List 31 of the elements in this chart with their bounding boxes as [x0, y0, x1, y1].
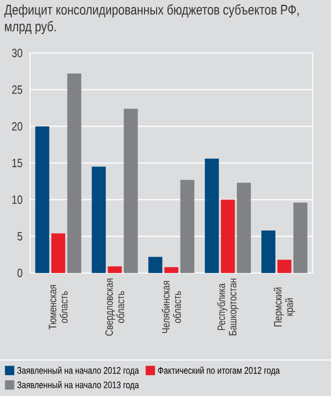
bar: [236, 182, 251, 273]
y-tick-label: 20: [12, 122, 22, 131]
legend-label: Фактический по итогам 2012 года: [158, 366, 280, 376]
bar: [277, 260, 292, 273]
bar: [35, 126, 50, 273]
bar: [67, 74, 82, 273]
bar: [124, 108, 138, 273]
bar: [220, 200, 235, 273]
legend-label: Заявленный на начало 2013 года: [17, 381, 139, 390]
bar: [51, 233, 66, 273]
y-tick-label: 5: [18, 232, 22, 241]
x-tick-label: Челябинская область: [162, 281, 181, 333]
bar: [108, 266, 122, 273]
bar: [92, 166, 106, 273]
y-tick-label: 10: [12, 195, 22, 204]
x-tick-label: Свердловская область: [105, 278, 124, 336]
x-tick-label: Пермский край: [274, 288, 296, 326]
bar: [180, 180, 194, 273]
x-tick-label: Республика Башкортостан: [217, 278, 239, 336]
y-tick-label: 15: [12, 158, 22, 168]
bar: [293, 202, 308, 273]
bar: [261, 230, 276, 273]
bar: [204, 158, 219, 273]
y-tick-label: 0: [18, 268, 22, 278]
x-tick-label: Тюменская область: [48, 285, 68, 330]
legend-label: Заявленный на начало 2012 года: [17, 366, 139, 376]
chart-title: Дефицит консолидированных бюджетов субъектов РФ, млрд руб.: [4, 4, 299, 34]
y-tick-label: 30: [12, 48, 22, 58]
bar: [148, 256, 162, 273]
y-tick-label: 25: [12, 85, 22, 94]
bar: [164, 267, 178, 273]
